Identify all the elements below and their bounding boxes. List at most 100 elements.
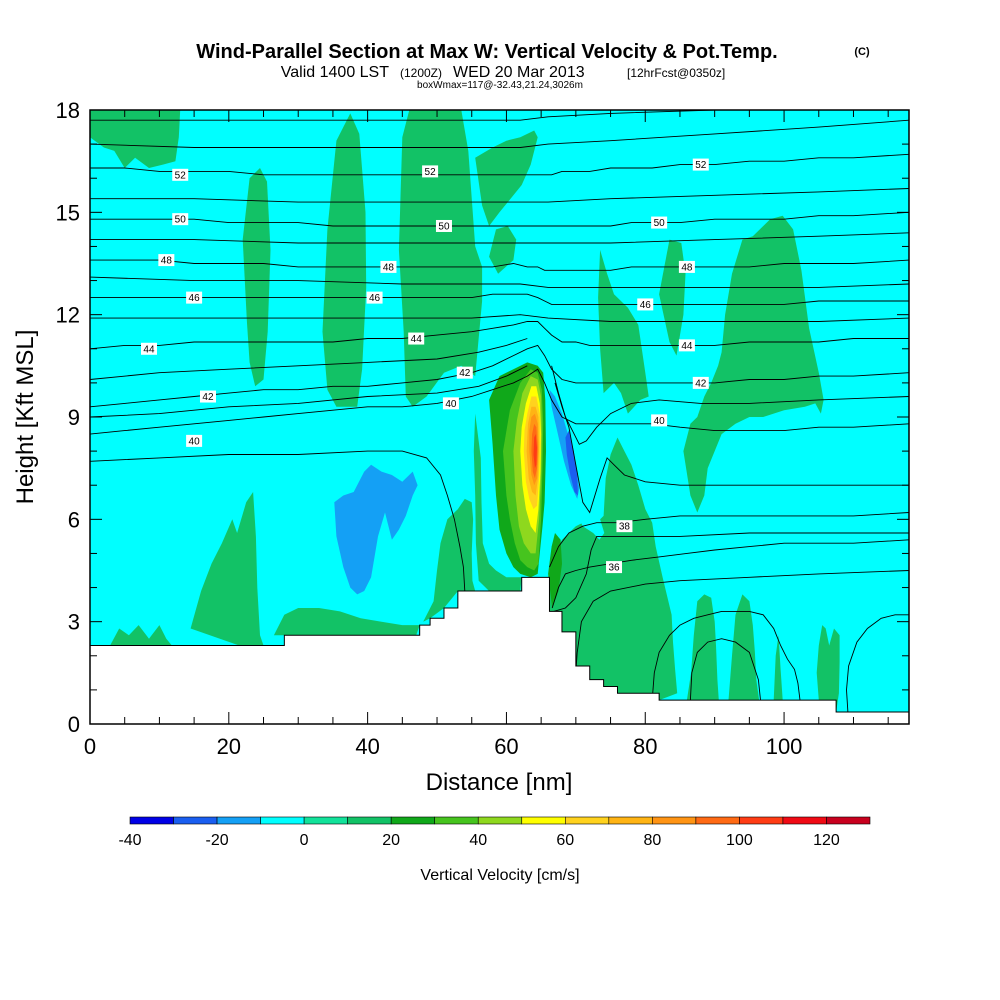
w-region-13 [473,413,522,591]
theta-label-text: 40 [189,436,201,447]
y-tick-label: 0 [68,712,80,737]
w-region-16 [728,594,760,701]
colorbar-bin-0 [129,816,174,825]
w-region-5 [489,226,517,274]
theta-label-38-21: 38 [616,520,633,533]
w-region-19 [334,464,418,595]
theta-label-50-17: 50 [651,216,668,229]
y-tick-label: 18 [56,98,80,123]
w-region-9 [190,492,264,646]
colorbar-tick-label: 60 [556,832,574,849]
theta-label-46-10: 46 [366,291,383,304]
theta-label-text: 40 [654,416,666,427]
x-tick-label: 0 [84,734,96,759]
theta-label-52-20: 52 [692,158,709,171]
chart-title: Wind-Parallel Section at Max W: Vertical… [196,41,777,63]
theta-label-36-22: 36 [606,561,623,574]
box-wmax-label: boxWmax=117@-32.43,21.24,3026m [417,80,583,91]
theta-contour-42 [90,344,909,408]
theta-label-40-0: 40 [186,434,203,447]
potential-temperature-contours [90,110,909,713]
theta-label-48-12: 48 [158,254,175,267]
colorbar-bin-16 [826,816,871,825]
theta-label-text: 40 [445,399,457,410]
theta-contour-unlabeled-13 [651,610,801,701]
theta-contour-44 [90,321,909,350]
theta-contour-unlabeled-0 [90,450,466,592]
theta-contour-unlabeled-7 [90,119,909,148]
theta-label-text: 48 [383,262,395,273]
colorbar-bin-1 [173,816,218,825]
colorbar-tick-label: 100 [726,832,753,849]
theta-label-48-13: 48 [380,260,397,273]
theta-label-text: 36 [608,563,620,574]
theta-label-text: 52 [175,170,187,181]
copyright-label: (C) [854,46,870,58]
theta-label-46-9: 46 [186,291,203,304]
colorbar-bin-4 [303,816,348,825]
colorbar-bin-3 [260,816,305,825]
theta-label-44-8: 44 [678,339,695,352]
colorbar-bin-12 [652,816,697,825]
x-tick-label: 20 [217,734,241,759]
theta-contour-unlabeled-3 [90,314,909,322]
theta-label-44-6: 44 [140,342,157,355]
colorbar-tick-label: 0 [300,832,309,849]
theta-label-text: 48 [161,256,173,267]
theta-label-text: 50 [654,218,666,229]
theta-label-text: 46 [189,293,201,304]
w-region-29 [533,434,537,469]
w-region-8 [683,215,824,513]
theta-label-text: 42 [202,392,214,403]
w-region-17 [773,635,783,701]
plot-area: 40 40 40 42 42 42 44 44 44 46 46 46 48 48 48 50 50 50 52 52… [90,110,909,724]
theta-contour-unlabeled-8 [90,110,785,121]
theta-contour-unlabeled-12 [575,570,909,673]
forecast-label: [12hrFcst@0350z] [627,66,725,80]
colorbar-tick-label: -20 [205,832,228,849]
theta-label-46-11: 46 [637,298,654,311]
w-region-2 [322,113,367,407]
x-axis-title: Distance [nm] [426,769,573,796]
theta-label-text: 50 [175,215,187,226]
theta-label-text: 44 [681,341,693,352]
theta-label-text: 52 [695,160,707,171]
colorbar-bin-11 [608,816,653,825]
theta-contour-46 [90,293,909,305]
theta-label-42-5: 42 [692,376,709,389]
theta-label-48-14: 48 [678,260,695,273]
colorbar: -40 -20 0 20 40 60 80 100 120 [118,816,871,849]
y-tick-label: 15 [56,200,80,225]
theta-label-text: 42 [695,378,707,389]
theta-label-text: 46 [640,300,652,311]
colorbar-bin-15 [782,816,827,825]
theta-contour-unlabeled-10 [554,382,909,514]
colorbar-bin-8 [477,816,523,825]
theta-contour-unlabeled-5 [90,232,909,244]
colorbar-tick-label: 120 [813,832,840,849]
theta-contour-48 [90,259,909,271]
colorbar-bin-9 [521,816,566,825]
theta-label-42-4: 42 [456,366,473,379]
theta-label-text: 38 [619,522,631,533]
colorbar-bin-2 [216,816,261,825]
theta-contour-50 [90,211,909,227]
w-region-10 [110,625,172,646]
colorbar-bin-13 [695,816,740,825]
contour-labels: 40 40 40 42 42 42 44 44 44 46 46 46 48 48 48 50 50 50 52 52… [140,158,709,574]
colorbar-tick-label: -40 [118,832,141,849]
valid-time-prefix: Valid 1400 LST [281,64,389,81]
y-axis-title: Height [Kft MSL] [12,330,39,505]
w-region-6 [598,249,649,414]
theta-label-40-1: 40 [442,397,459,410]
theta-label-50-15: 50 [172,213,189,226]
theta-label-text: 52 [425,167,437,178]
theta-label-text: 48 [681,262,693,273]
theta-contour-38 [549,512,909,568]
x-tick-label: 100 [766,734,803,759]
theta-label-50-16: 50 [435,219,452,232]
colorbar-bin-5 [347,816,392,825]
y-tick-label: 12 [56,303,80,328]
theta-label-text: 50 [438,221,450,232]
